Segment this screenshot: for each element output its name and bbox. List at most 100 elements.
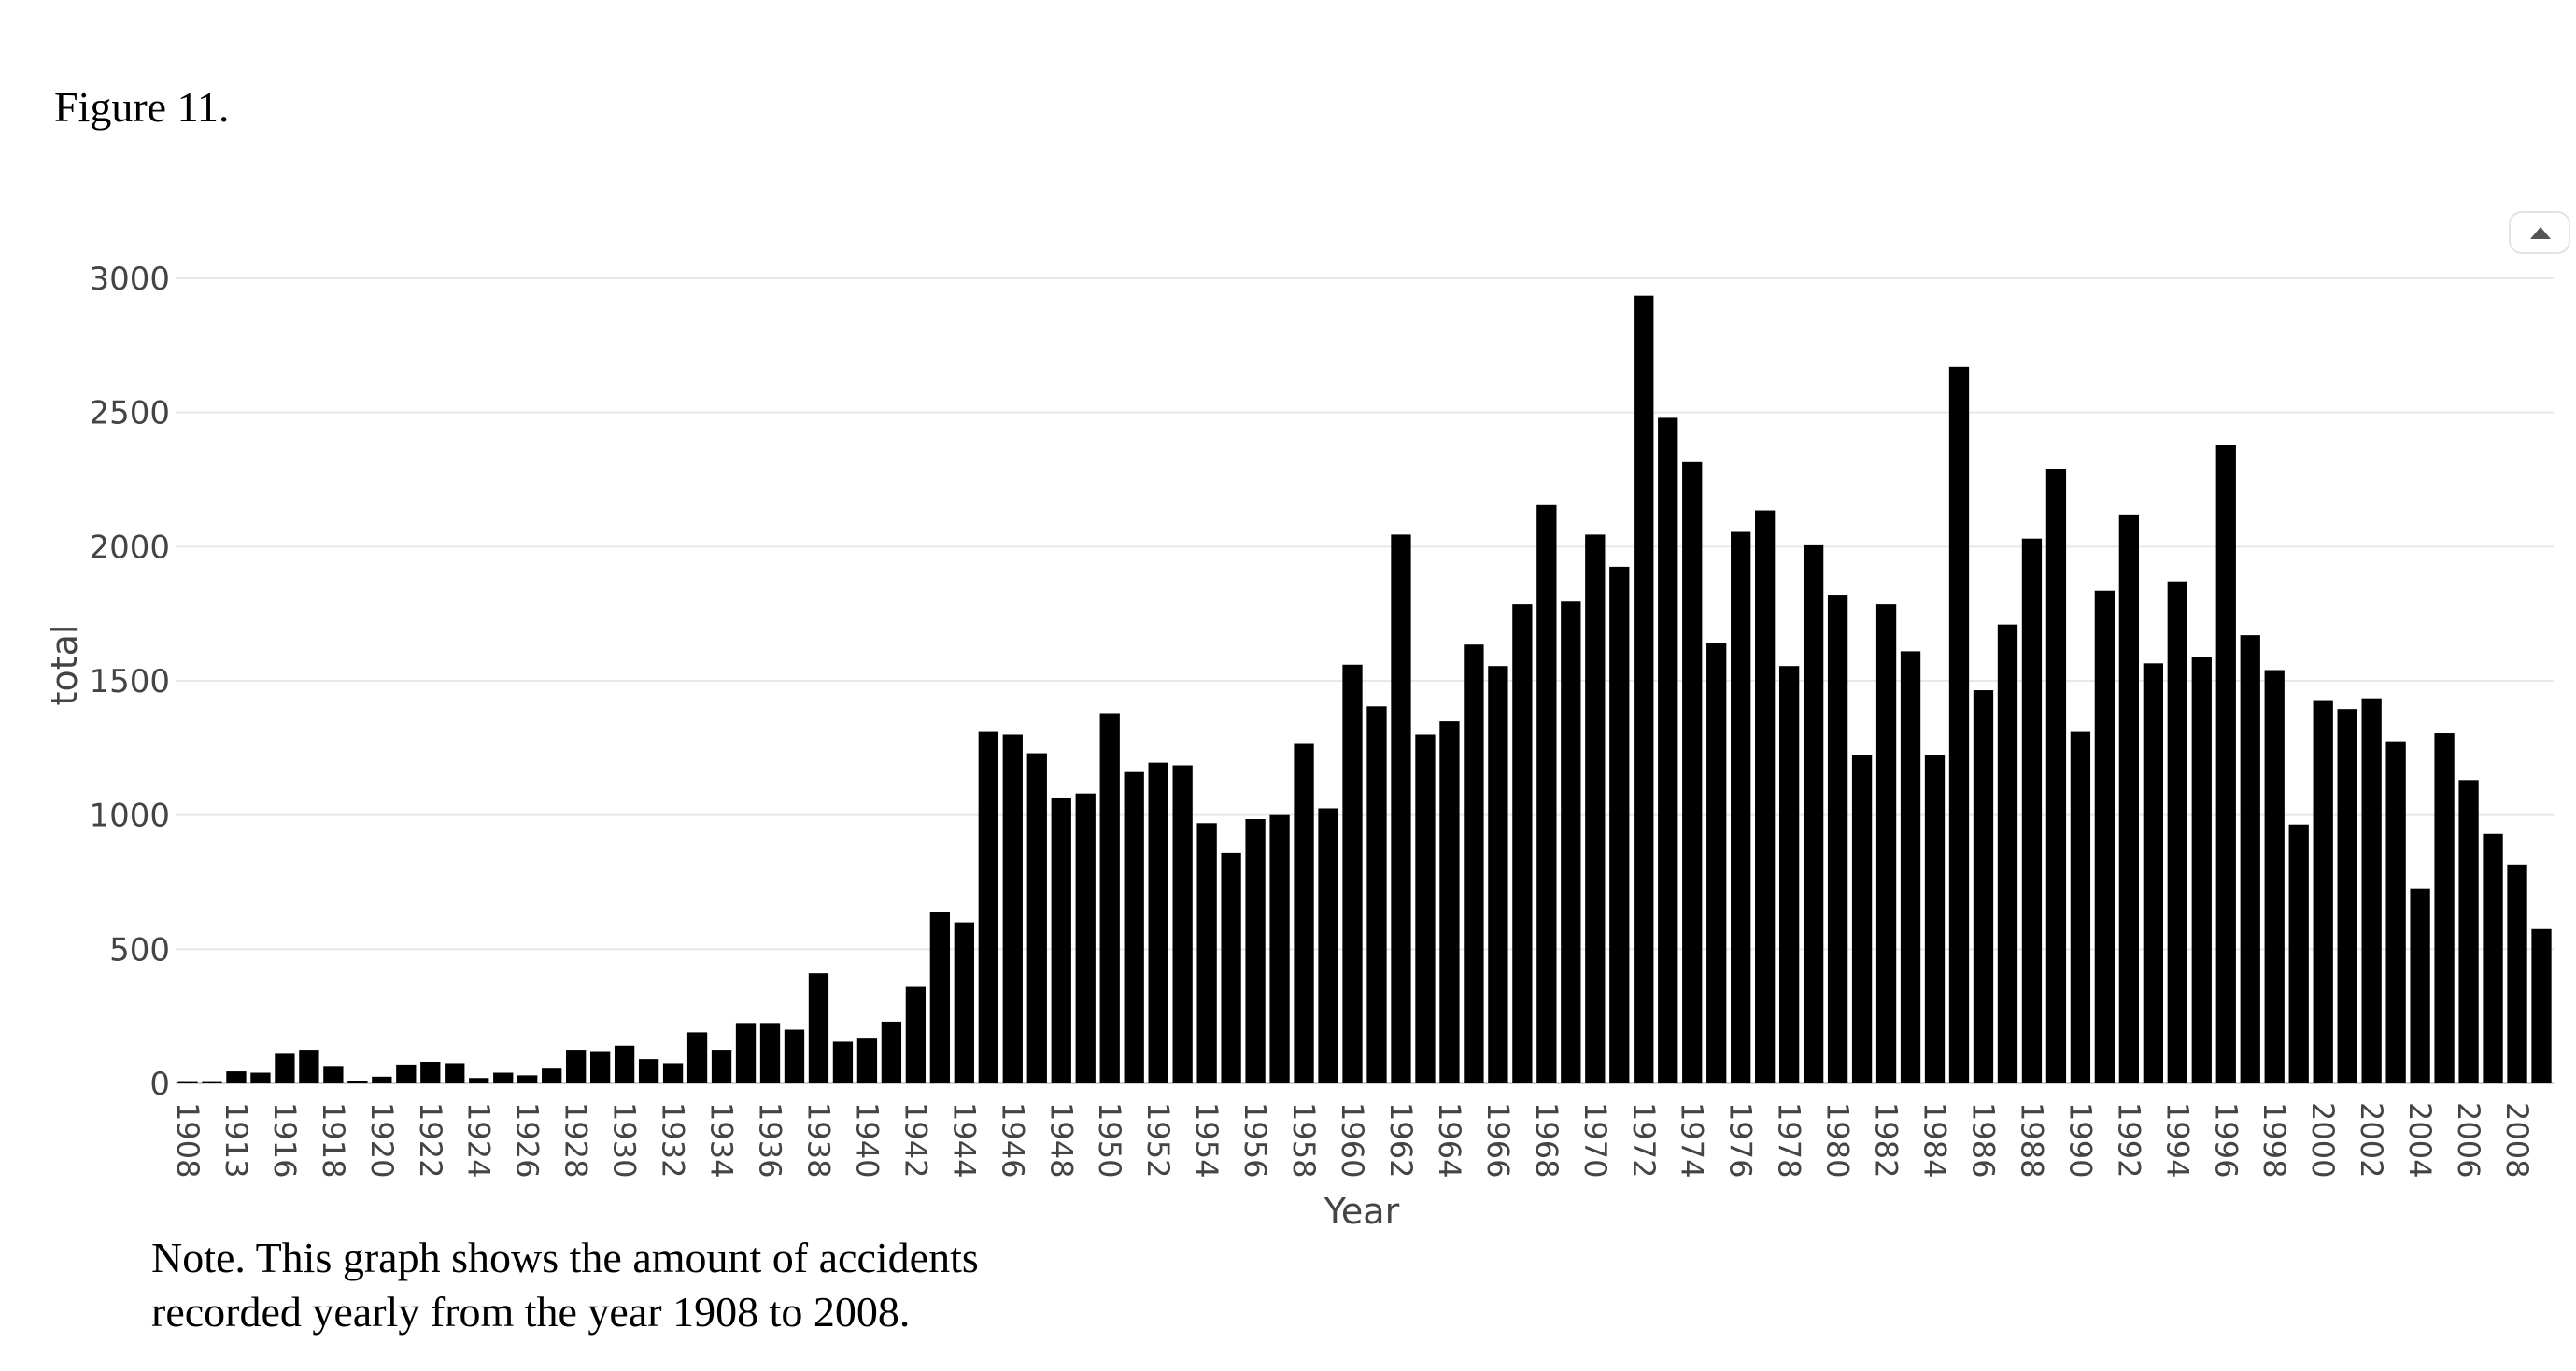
x-tick-label: 1966	[1480, 1102, 1516, 1178]
note-line-1: Note. This graph shows the amount of acc…	[151, 1234, 979, 1281]
bar-2004	[2410, 888, 2430, 1083]
bar-2000	[2313, 700, 2333, 1083]
bar-1997	[2240, 635, 2260, 1083]
bar-1977	[1755, 510, 1776, 1083]
bar-1975	[1706, 643, 1727, 1083]
x-tick-label: 1938	[800, 1102, 836, 1178]
bar-1926	[517, 1075, 538, 1083]
bar-1978	[1778, 666, 1800, 1083]
x-tick-label: 1978	[1772, 1102, 1807, 1178]
bar-1945	[978, 731, 998, 1083]
x-tick-label: 1924	[461, 1102, 497, 1178]
x-tick-label: 1918	[316, 1102, 351, 1178]
x-tick-label: 1930	[607, 1102, 643, 1178]
bar-1912	[202, 1081, 222, 1083]
x-tick-label: 1972	[1626, 1102, 1662, 1178]
x-tick-label: 2004	[2402, 1102, 2438, 1178]
bar-1929	[589, 1051, 611, 1083]
bar-1993	[2143, 663, 2163, 1083]
bar-1915	[250, 1072, 271, 1083]
bar-2005	[2434, 733, 2455, 1083]
bar-1942	[905, 986, 927, 1083]
x-tick-label: 1926	[510, 1102, 545, 1178]
bar-1981	[1851, 755, 1873, 1083]
bar-1967	[1512, 604, 1533, 1083]
x-tick-label: 2008	[2499, 1102, 2535, 1178]
bar-1988	[2021, 538, 2043, 1083]
x-tick-label: 1916	[267, 1102, 303, 1178]
collapse-up-icon	[2530, 227, 2551, 239]
bar-1994	[2167, 581, 2187, 1083]
bar-1970	[1585, 534, 1606, 1083]
bar-1957	[1269, 814, 1290, 1083]
modebar-collapse-button[interactable]	[2509, 211, 2570, 254]
bar-1972	[1634, 295, 1654, 1083]
bar-1935	[735, 1023, 757, 1083]
x-tick-label: 1984	[1918, 1102, 1953, 1178]
x-tick-label: 1932	[656, 1102, 691, 1178]
bar-1952	[1148, 762, 1168, 1083]
bar-1937	[784, 1029, 805, 1083]
bar-1908	[177, 1081, 198, 1083]
bar-1955	[1221, 852, 1241, 1083]
y-tick-label: 0	[149, 1066, 170, 1103]
x-tick-label: 1964	[1432, 1102, 1467, 1178]
x-tick-label: 1913	[219, 1102, 254, 1178]
bar-1925	[493, 1072, 514, 1083]
bar-1979	[1803, 544, 1824, 1083]
x-tick-label: 1958	[1286, 1102, 1322, 1178]
bar-1963	[1415, 734, 1436, 1083]
x-tick-label: 1994	[2159, 1102, 2195, 1178]
bar-1919	[347, 1081, 368, 1083]
bar-1961	[1366, 706, 1387, 1083]
bar-1928	[566, 1050, 587, 1083]
y-tick-label: 1000	[89, 798, 170, 835]
x-tick-label: 1908	[170, 1102, 205, 1178]
bars	[177, 295, 2552, 1083]
x-tick-label: 1946	[995, 1102, 1030, 1178]
bar-1996	[2215, 445, 2236, 1083]
x-tick-label: 1942	[898, 1102, 933, 1178]
bar-2007	[2483, 833, 2503, 1083]
x-tick-label: 1996	[2208, 1102, 2243, 1178]
x-tick-label: 1954	[1189, 1102, 1224, 1178]
x-tick-label: 1998	[2257, 1102, 2292, 1178]
x-tick-label: 1952	[1140, 1102, 1176, 1178]
bar-1933	[686, 1032, 708, 1083]
bar-1922	[420, 1062, 441, 1083]
x-tick-label: 2006	[2451, 1102, 2486, 1178]
bar-1941	[881, 1021, 902, 1083]
bar-1995	[2191, 657, 2212, 1083]
x-tick-label: 1948	[1043, 1102, 1079, 1178]
bar-1940	[856, 1038, 878, 1083]
x-tick-label: 1956	[1238, 1102, 1273, 1178]
bar-1954	[1196, 823, 1217, 1083]
bar-1936	[759, 1023, 781, 1083]
bar-1974	[1682, 461, 1703, 1083]
y-tick-labels: 0 500 1000 1500 2000 2500 3000	[89, 261, 170, 1103]
x-tick-label: 1968	[1529, 1102, 1564, 1178]
bar-2003	[2385, 741, 2406, 1083]
bar-1932	[662, 1063, 684, 1083]
bar-1916	[275, 1053, 295, 1083]
x-tick-label: 2002	[2354, 1102, 2389, 1178]
x-tick-label: 1982	[1869, 1102, 1904, 1178]
figure-label: Figure 11.	[54, 83, 230, 131]
x-tick-label: 1990	[2062, 1102, 2098, 1178]
bar-1964	[1439, 721, 1460, 1083]
bar-1943	[929, 912, 951, 1083]
bar-1998	[2264, 670, 2285, 1083]
bar-1948	[1051, 797, 1071, 1083]
x-tick-label: 1944	[946, 1102, 982, 1178]
bar-1969	[1561, 601, 1581, 1083]
bar-1959	[1318, 808, 1338, 1083]
bar-1918	[323, 1066, 344, 1083]
bar-1951	[1124, 771, 1144, 1083]
bar-1917	[299, 1050, 319, 1083]
bar-1973	[1658, 417, 1678, 1083]
bar-1956	[1245, 818, 1266, 1083]
bar-1923	[445, 1063, 465, 1083]
bar-1938	[808, 973, 829, 1083]
bar-1927	[542, 1068, 562, 1083]
x-tick-label: 1980	[1820, 1102, 1856, 1178]
